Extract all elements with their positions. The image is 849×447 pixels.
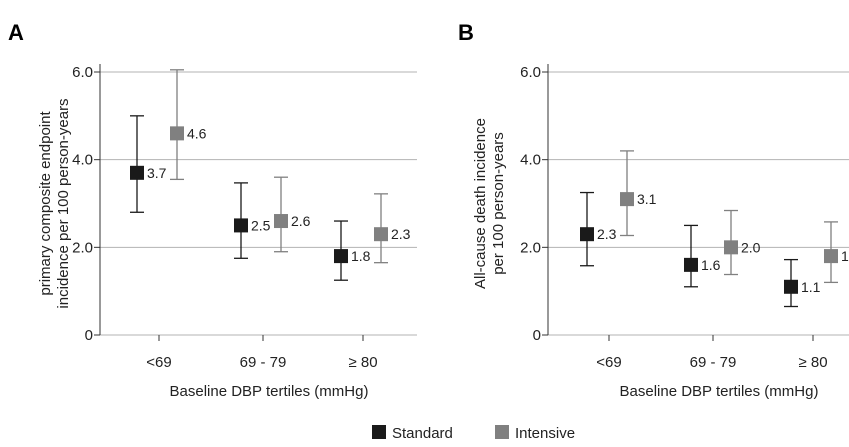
data-point-intensive [374,227,388,242]
y-axis-title-line: incidence per 100 person-years [55,98,72,308]
data-label: 2.3 [597,226,617,242]
data-point-intensive [274,214,288,229]
legend: Standard Intensive [372,425,575,442]
x-axis-title: Baseline DBP tertiles (mmHg) [170,383,369,400]
data-point-intensive [724,240,738,255]
legend-label: Intensive [515,425,575,442]
legend-swatch-intensive [495,425,509,439]
legend-swatch-standard [372,425,386,439]
data-label: 1.8 [841,248,849,264]
y-tick-label: 2.0 [72,239,93,256]
panel-b: B 0 2.0 4.0 6.0 <69 69 - 79 ≥ 80 Baseline DBP te… [458,20,849,400]
data-label: 1.6 [701,257,721,273]
y-tick-label: 4.0 [520,152,541,169]
y-tick-label: 6.0 [520,64,541,81]
y-tick-label: 0 [85,327,93,344]
panel-letter: B [458,20,474,45]
data-label: 2.3 [391,226,411,242]
data-label: 3.1 [637,191,657,207]
data-point-standard [334,249,348,264]
x-tick-label: ≥ 80 [348,354,377,371]
x-tick-label: ≥ 80 [798,354,827,371]
data-label: 1.1 [801,279,821,295]
x-tick-label: <69 [596,354,621,371]
legend-label: Standard [392,425,453,442]
y-tick-label: 4.0 [72,152,93,169]
data-point-standard [580,227,594,242]
data-label: 2.6 [291,213,311,229]
y-tick-label: 0 [533,327,541,344]
y-tick-label: 2.0 [520,239,541,256]
y-axis-title: primary composite endpointincidence per … [37,98,72,308]
data-label: 4.6 [187,125,207,141]
data-label: 3.7 [147,165,167,181]
y-tick-label: 6.0 [72,64,93,81]
data-label: 2.0 [741,239,761,255]
data-point-standard [234,218,248,233]
data-point-standard [684,257,698,272]
y-axis-title-line: per 100 person-years [490,132,507,275]
panel-letter: A [8,20,24,45]
data-label: 2.5 [251,217,271,233]
y-axis-title: All-cause death incidenceper 100 person-… [472,118,507,289]
data-label: 1.8 [351,248,371,264]
data-point-standard [130,165,144,180]
data-point-intensive [824,249,838,264]
x-axis-title: Baseline DBP tertiles (mmHg) [620,383,819,400]
data-point-standard [784,279,798,294]
panel-a: A 0 2.0 4.0 6.0 <69 69 - 79 ≥ 80 Baseline DBP te… [8,20,417,400]
x-tick-label: 69 - 79 [690,354,737,371]
x-tick-label: 69 - 79 [240,354,287,371]
data-point-intensive [620,192,634,207]
y-axis-title-line: All-cause death incidence [472,118,489,289]
y-axis-title-line: primary composite endpoint [37,111,54,296]
data-point-intensive [170,126,184,141]
x-tick-label: <69 [146,354,171,371]
